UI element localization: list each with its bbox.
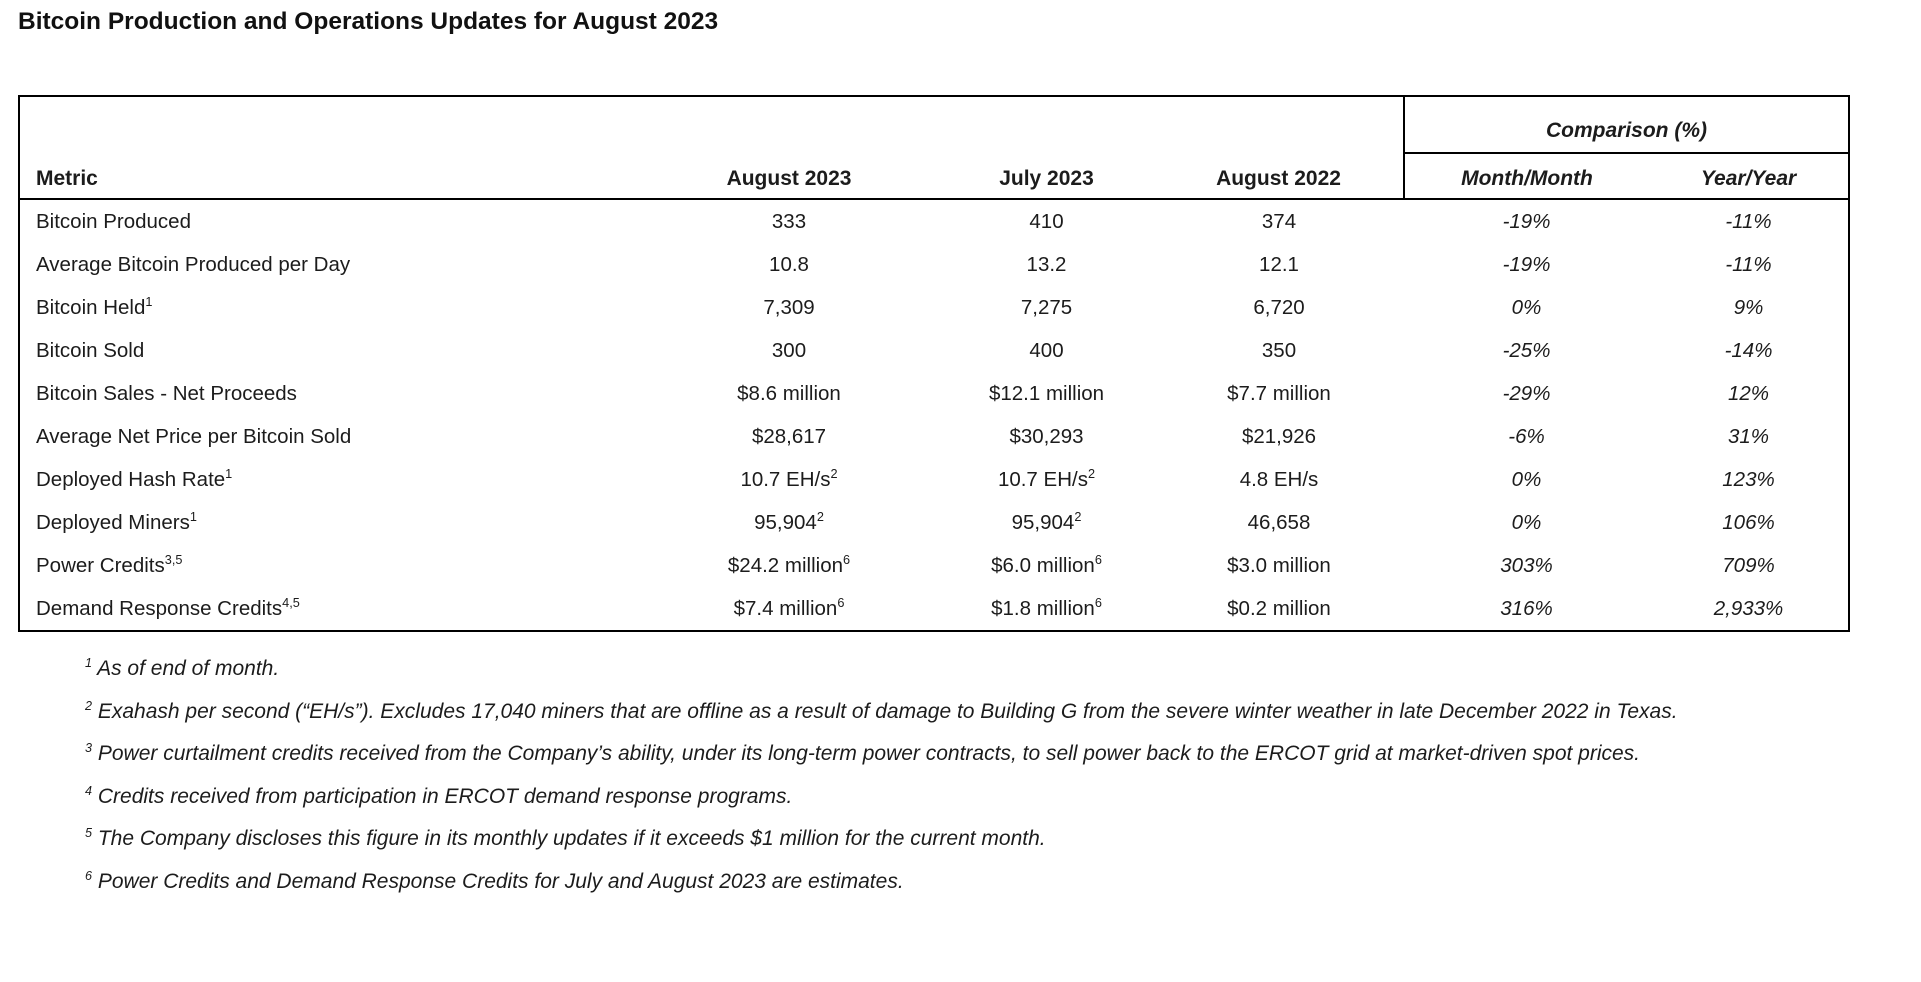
footnote: 3 Power curtailment credits received fro… — [85, 741, 1641, 765]
august-2022-cell: 374 — [1261, 209, 1297, 233]
col-header-month-month: Month/Month — [1403, 153, 1649, 200]
august-2023-cell: 10.7 EH/s2 — [740, 465, 838, 491]
month-month-cell: 303% — [1500, 553, 1553, 577]
metric-cell: Deployed Miners1 — [36, 508, 197, 534]
august-2023-cell: 300 — [771, 338, 807, 362]
group-header-row: Comparison (%) — [19, 96, 1850, 154]
august-2022-cell: $7.7 million — [1227, 381, 1331, 405]
metrics-table: Comparison (%) Metric August 2023 July 2… — [18, 95, 1851, 632]
year-year-cell: 2,933% — [1713, 596, 1784, 620]
table-row: Bitcoin Sold 300 400 350 -25% -14% — [19, 329, 1849, 372]
footnote: 5 The Company discloses this figure in i… — [85, 826, 1046, 850]
year-year-cell: 709% — [1722, 553, 1775, 577]
august-2023-cell: 95,9042 — [754, 508, 824, 534]
table-row: Deployed Miners1 95,9042 95,9042 46,658 0% 10… — [19, 501, 1849, 544]
table-row: Bitcoin Produced 333 410 374 -19% -11% — [19, 199, 1849, 243]
august-2023-cell: 7,309 — [763, 295, 815, 319]
footnote: 2 Exahash per second (“EH/s”). Excludes … — [85, 698, 1678, 723]
august-2023-cell: $8.6 million — [737, 381, 841, 405]
comparison-group-header: Comparison (%) — [1402, 96, 1850, 154]
month-month-cell: -19% — [1502, 252, 1551, 276]
metric-cell: Deployed Hash Rate1 — [36, 465, 233, 491]
page-title: Bitcoin Production and Operations Update… — [18, 8, 719, 35]
month-month-cell: 0% — [1511, 295, 1542, 319]
month-month-cell: -29% — [1502, 381, 1551, 405]
table-row: Bitcoin Sales - Net Proceeds $8.6 million… — [19, 372, 1849, 415]
july-2023-cell: 400 — [1029, 338, 1064, 362]
metric-cell: Average Net Price per Bitcoin Sold — [36, 424, 352, 448]
month-month-cell: -25% — [1502, 338, 1551, 362]
august-2023-cell: $24.2 million6 — [727, 551, 851, 577]
column-header-row: Metric August 2023 July 2023 August 2022… — [19, 153, 1850, 200]
col-header-august-2022: August 2022 — [1154, 153, 1404, 200]
col-header-july-2023: July 2023 — [939, 153, 1154, 200]
group-header-spacer — [19, 96, 1404, 153]
august-2022-cell: $0.2 million — [1227, 596, 1331, 620]
table-body: Bitcoin Produced 333 410 374 -19% -11% Average… — [19, 199, 1849, 631]
year-year-cell: 31% — [1727, 424, 1770, 448]
august-2023-cell: $7.4 million6 — [733, 594, 845, 620]
month-month-cell: 316% — [1500, 596, 1553, 620]
year-year-cell: -11% — [1725, 252, 1772, 276]
year-year-cell: -11% — [1725, 209, 1772, 233]
july-2023-cell: 10.7 EH/s2 — [997, 465, 1096, 491]
august-2023-cell: 333 — [771, 209, 807, 233]
footnote: 1 As of end of month. — [85, 656, 280, 680]
year-year-cell: 123% — [1722, 467, 1775, 491]
table-row: Deployed Hash Rate1 10.7 EH/s2 10.7 EH/s2 4… — [19, 458, 1849, 501]
metric-cell: Bitcoin Sales - Net Proceeds — [36, 381, 297, 405]
july-2023-cell: $12.1 million — [988, 381, 1105, 405]
july-2023-cell: 7,275 — [1020, 295, 1073, 319]
august-2022-cell: $21,926 — [1241, 424, 1317, 448]
august-2022-cell: 350 — [1261, 338, 1297, 362]
table-row: Average Net Price per Bitcoin Sold $28,61… — [19, 415, 1849, 458]
august-2023-cell: $28,617 — [751, 424, 827, 448]
month-month-cell: -19% — [1502, 209, 1551, 233]
metric-cell: Power Credits3,5 — [36, 551, 183, 577]
month-month-cell: 0% — [1511, 510, 1542, 534]
col-header-august-2023: August 2023 — [639, 153, 939, 200]
year-year-cell: 106% — [1722, 510, 1775, 534]
august-2023-cell: 10.8 — [769, 252, 809, 276]
month-month-cell: 0% — [1511, 467, 1542, 491]
col-header-metric: Metric — [19, 153, 639, 200]
metric-cell: Average Bitcoin Produced per Day — [36, 252, 351, 276]
year-year-cell: 9% — [1733, 295, 1764, 319]
july-2023-cell: $30,293 — [1009, 424, 1084, 448]
month-month-cell: -6% — [1508, 424, 1545, 448]
footnote: 6 Power Credits and Demand Response Cred… — [85, 868, 904, 893]
year-year-cell: -14% — [1724, 338, 1773, 362]
footnote: 4 Credits received from participation in… — [85, 783, 793, 808]
july-2023-cell: 13.2 — [1026, 252, 1067, 276]
metric-cell: Bitcoin Held1 — [36, 293, 153, 319]
metric-cell: Demand Response Credits4,5 — [36, 594, 300, 620]
footnotes: 1 As of end of month. 2 Exahash per secon… — [85, 648, 1907, 903]
year-year-cell: 12% — [1727, 381, 1770, 405]
col-header-year-year: Year/Year — [1649, 153, 1850, 200]
table-row: Average Bitcoin Produced per Day 10.8 13.2… — [19, 243, 1849, 286]
metric-cell: Bitcoin Produced — [36, 209, 191, 233]
august-2022-cell: 6,720 — [1253, 295, 1305, 319]
august-2022-cell: 4.8 EH/s — [1239, 467, 1319, 491]
table-row: Bitcoin Held1 7,309 7,275 6,720 0% 9% — [19, 286, 1849, 329]
july-2023-cell: $1.8 million6 — [991, 594, 1102, 620]
august-2022-cell: 12.1 — [1259, 252, 1299, 276]
metric-cell: Bitcoin Sold — [36, 338, 145, 362]
table-row: Demand Response Credits4,5 $7.4 million6 $… — [19, 587, 1849, 631]
august-2022-cell: $3.0 million — [1227, 553, 1331, 577]
july-2023-cell: 95,9042 — [1011, 508, 1082, 534]
august-2022-cell: 46,658 — [1247, 510, 1311, 534]
july-2023-cell: 410 — [1029, 209, 1064, 233]
table-row: Power Credits3,5 $24.2 million6 $6.0 milli… — [19, 544, 1849, 587]
july-2023-cell: $6.0 million6 — [991, 551, 1102, 577]
